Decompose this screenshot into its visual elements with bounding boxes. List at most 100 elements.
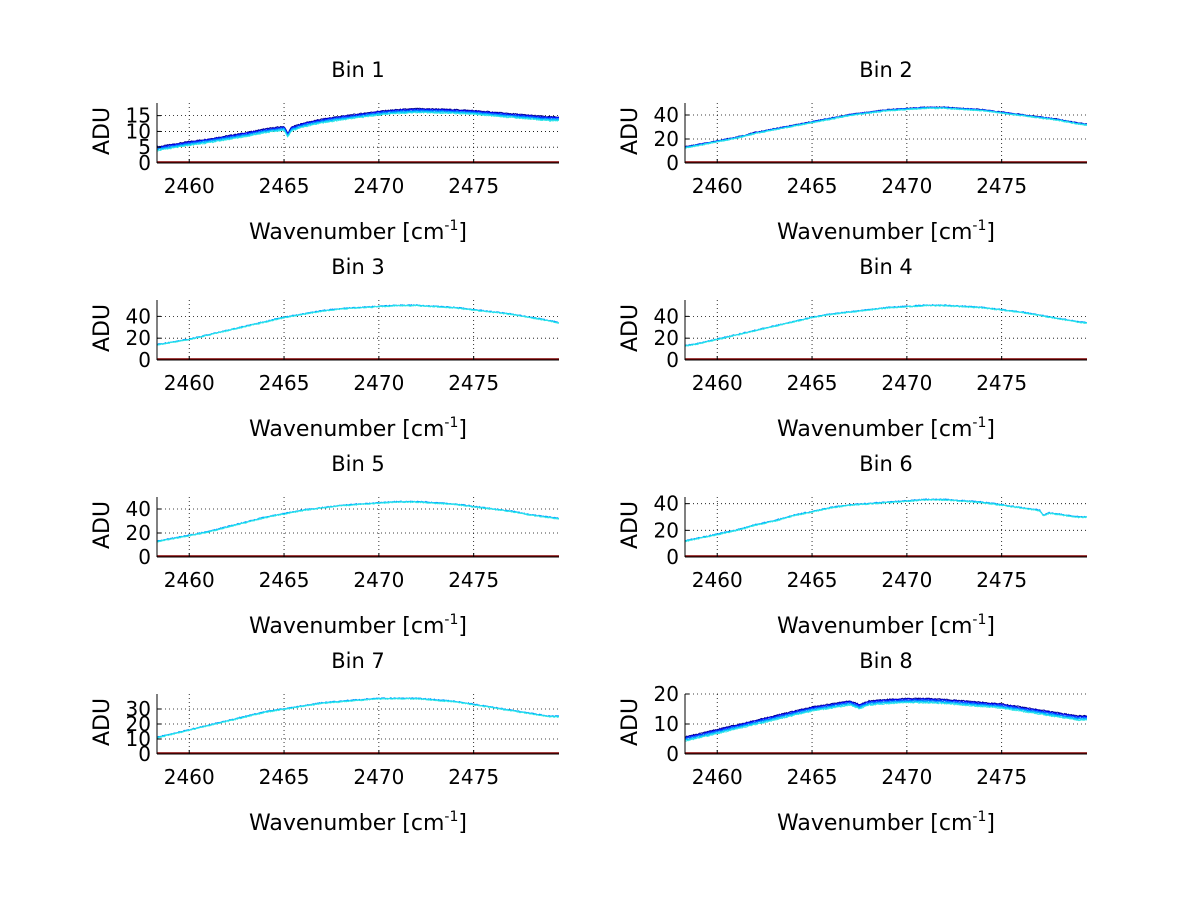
chart-title: Bin 2	[859, 58, 913, 82]
x-axis-label-close: ]	[458, 417, 467, 442]
x-tick-label: 2465	[787, 174, 838, 198]
y-tick-label: 20	[126, 326, 151, 350]
x-axis-label-text: Wavenumber [cm	[249, 417, 444, 442]
x-tick-label: 2470	[353, 174, 404, 198]
x-tick-label: 2475	[976, 568, 1027, 592]
y-axis-label: ADU	[618, 107, 643, 155]
plot-area	[157, 103, 559, 163]
y-tick-label: 0	[666, 742, 679, 766]
x-axis-label: Wavenumber [cm-1]	[249, 415, 467, 442]
series-group	[157, 696, 559, 754]
x-tick-label: 2460	[164, 568, 215, 592]
y-tick-label: 0	[666, 545, 679, 569]
x-tick-label: 2470	[881, 371, 932, 395]
x-tick-label: 2460	[692, 568, 743, 592]
plot-area	[685, 103, 1087, 163]
x-tick-label: 2470	[353, 371, 404, 395]
x-tick-label: 2470	[353, 765, 404, 789]
y-tick-label: 0	[138, 348, 151, 372]
series-group	[685, 498, 1087, 557]
y-axis-label: ADU	[90, 107, 115, 155]
y-tick-label: 0	[138, 545, 151, 569]
x-axis-label-close: ]	[986, 811, 995, 836]
y-tick-label: 10	[654, 712, 679, 736]
x-tick-label: 2465	[259, 568, 310, 592]
x-tick-label: 2475	[448, 765, 499, 789]
x-axis-label-text: Wavenumber [cm	[249, 614, 444, 639]
subplot-8: 2460 2465 2470 2475 0 10 20 Bin 8 Wavenumber [cm…	[618, 649, 1087, 836]
y-tick-label: 10	[126, 119, 151, 143]
x-axis-label-superscript: -1	[972, 415, 986, 431]
series-line-1	[157, 107, 559, 148]
series-group	[157, 303, 559, 360]
y-tick-label: 0	[138, 151, 151, 175]
x-axis-label: Wavenumber [cm-1]	[777, 612, 995, 639]
x-axis-label-superscript: -1	[444, 218, 458, 234]
x-axis-label: Wavenumber [cm-1]	[777, 218, 995, 245]
y-tick-label: 20	[654, 682, 679, 706]
x-axis-label-close: ]	[458, 220, 467, 245]
x-axis-label: Wavenumber [cm-1]	[249, 809, 467, 836]
x-axis-label-superscript: -1	[444, 612, 458, 628]
y-tick-label: 40	[654, 103, 679, 127]
x-tick-label: 2470	[881, 765, 932, 789]
x-tick-label: 2460	[164, 174, 215, 198]
x-axis-label-superscript: -1	[972, 218, 986, 234]
x-tick-label: 2460	[164, 371, 215, 395]
x-tick-label: 2465	[259, 174, 310, 198]
y-tick-label: 15	[126, 104, 151, 128]
y-tick-label: 20	[654, 326, 679, 350]
x-axis-label-text: Wavenumber [cm	[249, 811, 444, 836]
x-tick-label: 2465	[259, 371, 310, 395]
y-tick-label: 40	[654, 304, 679, 328]
x-tick-label: 2475	[448, 174, 499, 198]
x-tick-label: 2465	[787, 371, 838, 395]
y-tick-label: 40	[654, 492, 679, 516]
x-tick-label: 2470	[881, 568, 932, 592]
series-line-3	[157, 109, 559, 150]
x-tick-label: 2475	[976, 371, 1027, 395]
x-axis-label-superscript: -1	[444, 809, 458, 825]
x-axis-label-superscript: -1	[972, 612, 986, 628]
chart-title: Bin 1	[331, 58, 385, 82]
y-axis-label: ADU	[618, 501, 643, 549]
x-axis-label: Wavenumber [cm-1]	[249, 612, 467, 639]
x-axis-label-close: ]	[458, 614, 467, 639]
y-tick-label: 10	[126, 727, 151, 751]
y-tick-label: 20	[654, 127, 679, 151]
series-group	[157, 500, 559, 557]
x-axis-label-close: ]	[986, 220, 995, 245]
y-tick-label: 0	[666, 151, 679, 175]
series-line-3	[157, 304, 559, 346]
series-line-6	[157, 111, 559, 152]
y-tick-label: 20	[126, 521, 151, 545]
series-group	[685, 697, 1087, 754]
series-group	[685, 106, 1087, 163]
x-axis-label-superscript: -1	[972, 809, 986, 825]
x-axis-label-text: Wavenumber [cm	[777, 614, 972, 639]
y-tick-label: 0	[666, 348, 679, 372]
x-axis-label-superscript: -1	[444, 415, 458, 431]
plot-area	[157, 497, 559, 557]
x-axis-label: Wavenumber [cm-1]	[777, 415, 995, 442]
chart-title: Bin 5	[331, 452, 385, 476]
y-axis-label: ADU	[618, 698, 643, 746]
x-axis-label-text: Wavenumber [cm	[777, 811, 972, 836]
series-line-3	[685, 498, 1087, 543]
y-tick-label: 20	[126, 712, 151, 736]
x-axis-label-text: Wavenumber [cm	[777, 417, 972, 442]
x-axis-label-text: Wavenumber [cm	[249, 220, 444, 245]
y-tick-label: 40	[126, 304, 151, 328]
chart-title: Bin 4	[859, 255, 913, 279]
x-tick-label: 2475	[976, 765, 1027, 789]
series-line-3	[157, 500, 559, 543]
y-tick-label: 20	[654, 518, 679, 542]
series-line-3	[685, 304, 1087, 347]
x-tick-label: 2460	[692, 174, 743, 198]
x-axis-label-text: Wavenumber [cm	[777, 220, 972, 245]
